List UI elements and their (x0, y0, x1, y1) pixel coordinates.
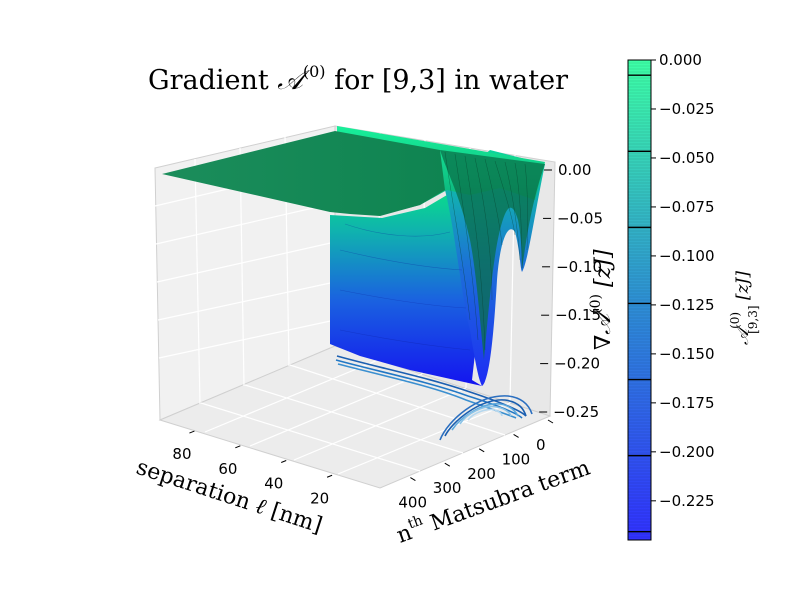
floor-pane (158, 345, 552, 489)
colorbar-tick-label: −0.075 (659, 198, 715, 216)
z-tick-label: −0.25 (553, 403, 599, 421)
floor-contour-line (439, 395, 533, 441)
surface-front-ridge (440, 150, 545, 360)
floor-contours (335, 355, 533, 441)
colorbar-tick-label: −0.200 (659, 443, 715, 461)
surface-plot (162, 126, 545, 386)
colorbar-tick-label: −0.100 (659, 247, 715, 265)
colorbar-tick-label: −0.225 (659, 492, 715, 510)
surface-top-plateau (162, 131, 445, 216)
curtain-shade-lines (339, 223, 471, 351)
x-tick-label: 60 (218, 460, 237, 478)
floor-contour-line (451, 403, 519, 431)
floor-contour-line (337, 363, 517, 419)
colorbar-ticks: 0.000 −0.025 −0.050 −0.075 −0.100 −0.125 −0.15… (651, 51, 715, 510)
z-tick-label: −0.20 (554, 355, 600, 373)
colorbar-tick-label: −0.150 (659, 345, 715, 363)
colorbar-tick-label: 0.000 (659, 51, 702, 69)
y-tick-label: 200 (467, 465, 496, 483)
y-tick-label: 300 (433, 479, 462, 497)
z-tick-label: 0.00 (558, 161, 591, 179)
floor-contour-line (335, 359, 523, 419)
y-tick-mark (547, 419, 554, 424)
floor-contour-line (459, 405, 512, 425)
surface-curtain (330, 195, 482, 386)
floor-contour-line (336, 355, 527, 417)
colorbar: 0.000 −0.025 −0.050 −0.075 −0.100 −0.125 −0.15… (627, 51, 760, 541)
floor-contour-line (467, 408, 503, 421)
y-tick-mark (513, 433, 519, 438)
y-tick-label: 100 (502, 450, 531, 468)
y-tick-label: 400 (398, 494, 427, 512)
colorbar-tick-label: −0.025 (659, 100, 715, 118)
x-tick-label: 80 (172, 445, 191, 463)
x-tick-mark (281, 460, 287, 463)
x-tick-mark (326, 474, 333, 478)
x-tick-mark (189, 430, 195, 434)
chart-title: Gradient 𝒜(0) for [9,3] in water (148, 62, 568, 96)
z-axis-label: ∇𝒜(0) [zJ] (588, 249, 616, 350)
z-tick-label: −0.15 (555, 306, 601, 324)
mesh-lines (444, 151, 528, 351)
x-tick-label: 40 (264, 475, 283, 493)
colorbar-bands (628, 62, 651, 538)
x-tick-label: 20 (310, 489, 329, 507)
colorbar-tick-label: −0.125 (659, 296, 715, 314)
floor-contour-line (444, 399, 527, 437)
y-tick-mark (410, 477, 416, 482)
colorbar-tick-label: −0.175 (659, 394, 715, 412)
x-tick-mark (235, 445, 241, 449)
y-tick-mark (478, 448, 485, 453)
z-tick-label: −0.10 (556, 258, 602, 276)
colorbar-tick-label: −0.050 (659, 149, 715, 167)
z-tick-label: −0.05 (557, 209, 603, 227)
y-tick-label: 0 (536, 436, 546, 454)
colorbar-fill (627, 59, 652, 541)
y-tick-mark (444, 462, 451, 467)
colorbar-label: 𝒜(0) [9,3] [zJ] (728, 271, 760, 345)
